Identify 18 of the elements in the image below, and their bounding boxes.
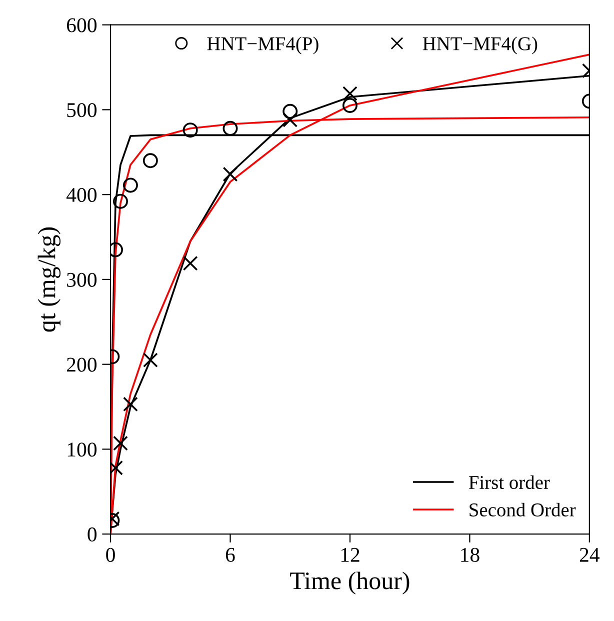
- y-tick-label: 100: [68, 442, 97, 457]
- y-tick-label: 400: [66, 188, 97, 202]
- y-tick-label: 300: [67, 272, 97, 287]
- legend-label: First order: [468, 475, 550, 490]
- x-tick-label: 6: [226, 548, 235, 562]
- x-tick-label: 24: [580, 548, 600, 562]
- x-tick-label: 18: [461, 548, 480, 562]
- legend-label: Second Order: [470, 502, 576, 516]
- y-tick-label: 200: [66, 358, 97, 372]
- y-tick-label: 500: [67, 103, 97, 118]
- legend-label: HNT−MF4(G): [422, 36, 538, 54]
- y-axis-title: qt (mg/kg): [38, 227, 61, 332]
- x-axis-title: Time (hour): [290, 572, 410, 594]
- x-tick-label: 12: [341, 548, 360, 562]
- y-tick-label: 0: [88, 527, 97, 542]
- x-tick-label: 0: [106, 548, 115, 562]
- legend-label: HNT−MF4(P): [207, 36, 318, 54]
- y-tick-label: 600: [66, 18, 97, 32]
